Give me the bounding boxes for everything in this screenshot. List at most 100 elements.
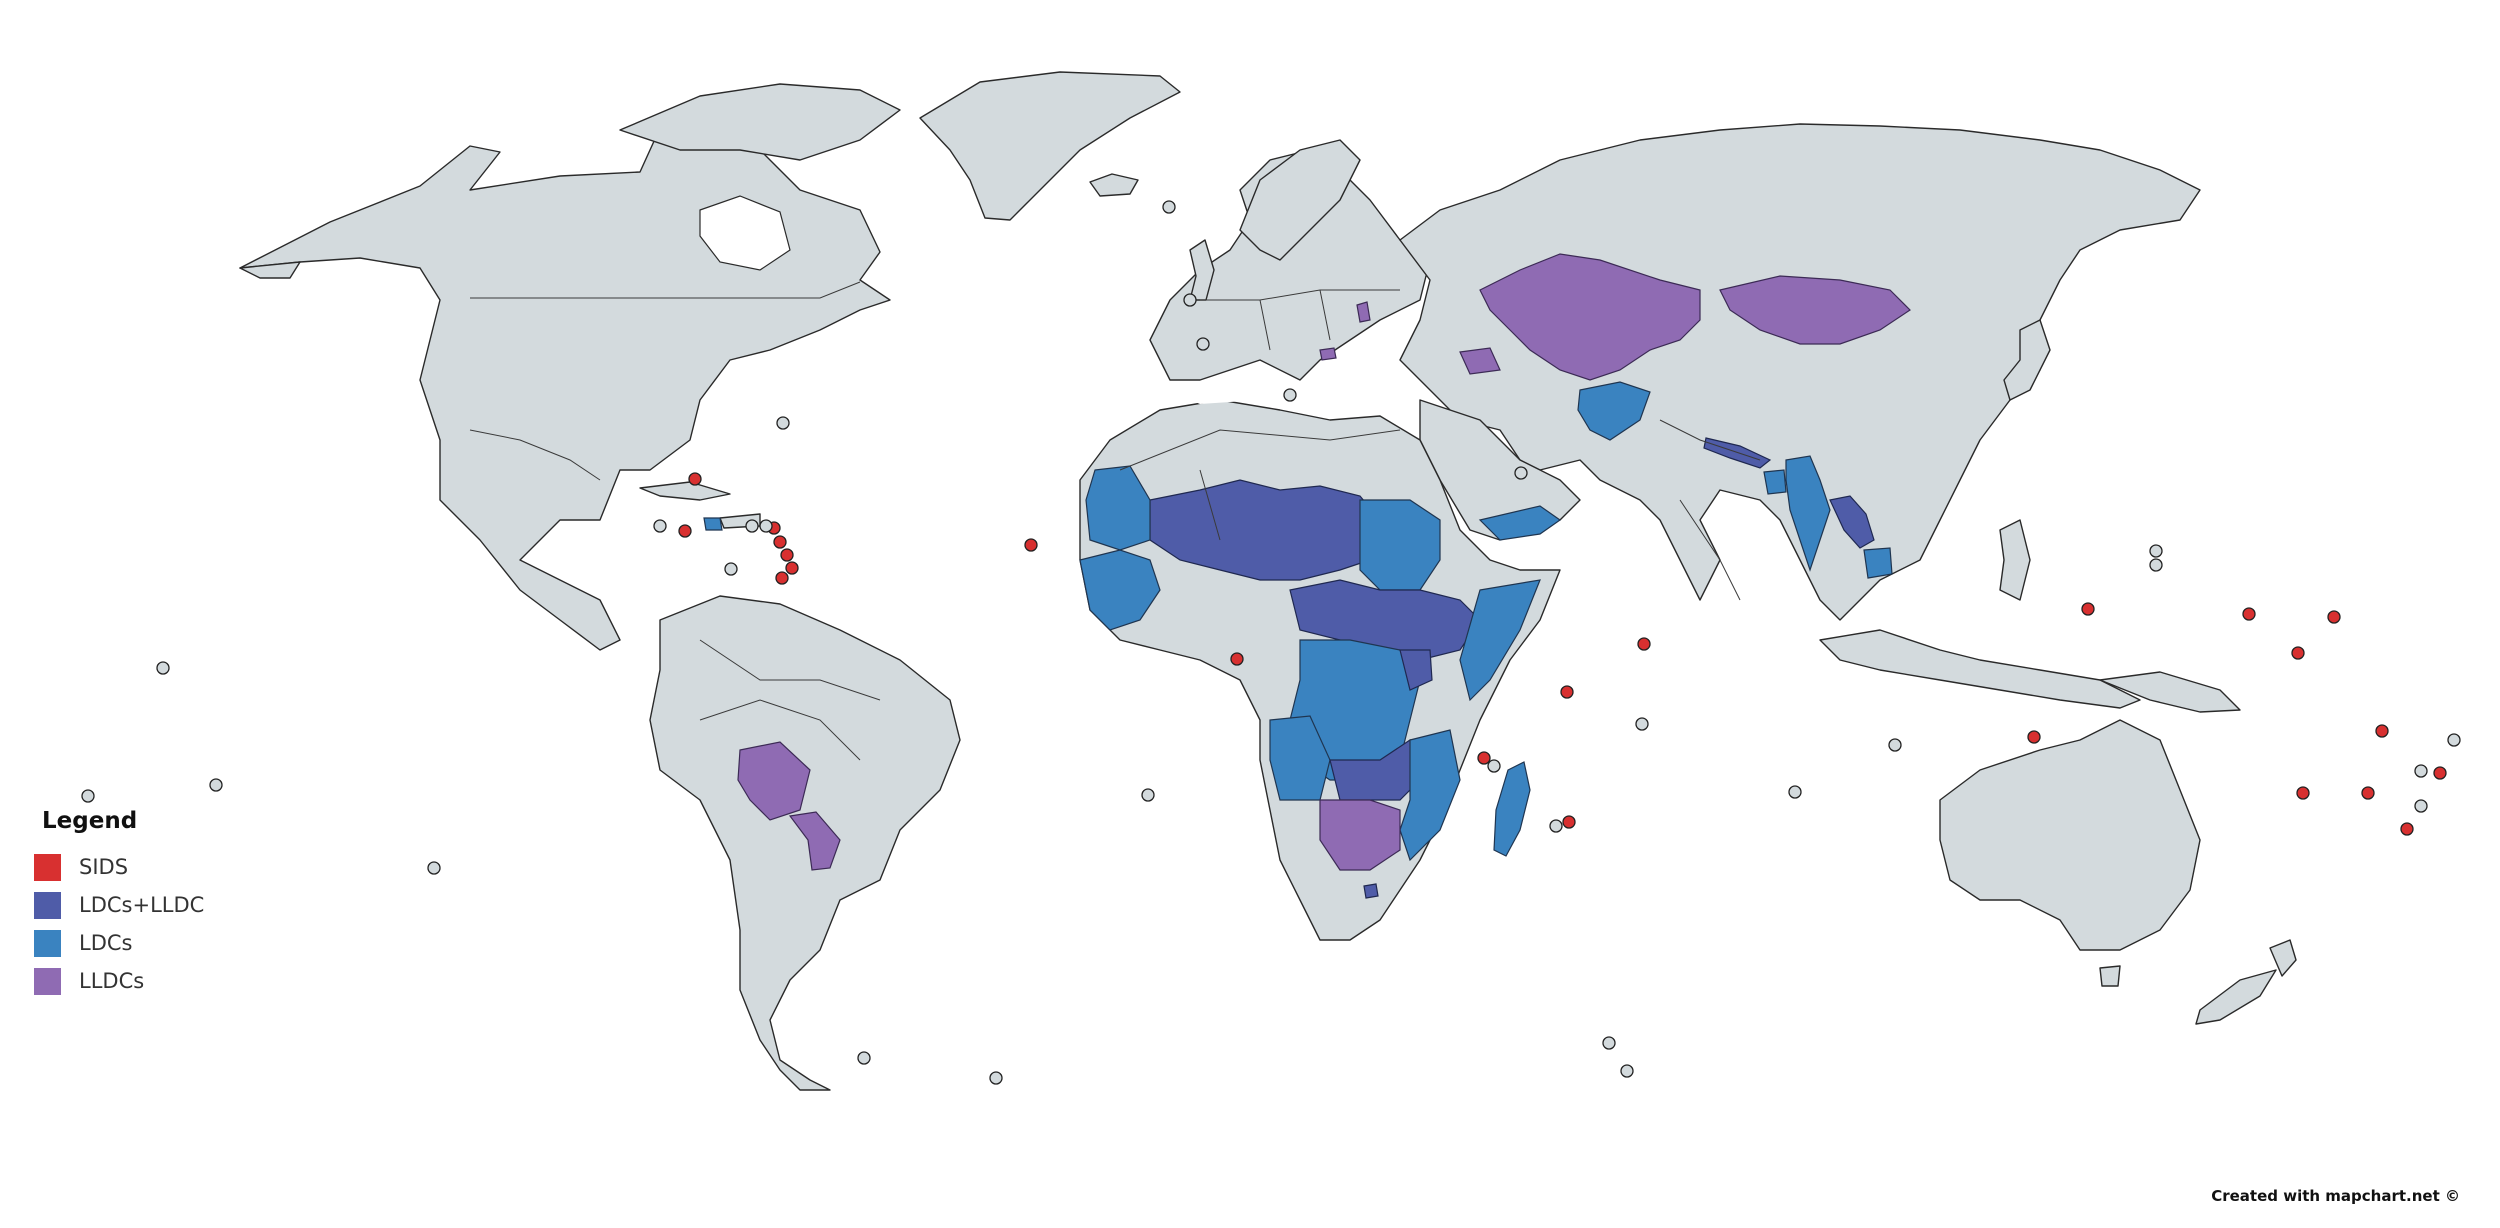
- moldova: [1356, 301, 1371, 323]
- bangladesh: [1763, 469, 1787, 495]
- territory-marker: [1183, 293, 1197, 307]
- west-africa-ldcs: [1079, 549, 1161, 631]
- sids-markers: [678, 472, 2447, 836]
- territory-marker: [2414, 764, 2428, 778]
- territory-marker: [857, 1051, 871, 1065]
- territory-marker: [1549, 819, 1563, 833]
- yemen: [1478, 505, 1562, 541]
- kazakhstan-central-asia: [1479, 253, 1701, 381]
- asia: [1399, 123, 2201, 621]
- indonesia: [1819, 629, 2141, 709]
- legend: Legend SIDS LDCs+LLDC LDCs LLDCs: [34, 808, 204, 1000]
- laos: [1829, 495, 1875, 549]
- papua: [2099, 671, 2241, 713]
- territory-marker: [653, 519, 667, 533]
- territory-marker: [427, 861, 441, 875]
- territory-marker: [1487, 759, 1501, 773]
- territory-markers: [81, 200, 2461, 1085]
- legend-item-ldcs-lldc: LDCs+LLDC: [34, 886, 204, 924]
- territory-marker: [724, 562, 738, 576]
- sids-marker: [1562, 815, 1576, 829]
- territory-marker: [2149, 544, 2163, 558]
- india-border: [1659, 419, 1761, 601]
- territory-marker: [1620, 1064, 1634, 1078]
- sids-marker: [2400, 822, 2414, 836]
- territory-marker: [1888, 738, 1902, 752]
- mongolia: [1719, 275, 1911, 345]
- legend-item-ldcs: LDCs: [34, 924, 204, 962]
- territory-marker: [2447, 733, 2461, 747]
- territory-marker: [1602, 1036, 1616, 1050]
- territory-marker: [759, 519, 773, 533]
- sids-marker: [780, 548, 794, 562]
- sids-marker: [2375, 724, 2389, 738]
- new-zealand-south: [2195, 969, 2277, 1025]
- tasmania: [2099, 965, 2121, 987]
- south-america: [649, 595, 961, 1091]
- europe-border-2: [1259, 289, 1331, 351]
- somalia-horn: [1459, 579, 1541, 702]
- sids-marker: [775, 571, 789, 585]
- sids-marker: [2291, 646, 2305, 660]
- legend-item-lldcs: LLDCs: [34, 962, 204, 1000]
- legend-title: Legend: [42, 808, 138, 834]
- territory-marker: [1283, 388, 1297, 402]
- canada-us-border: [470, 281, 861, 299]
- sids-marker: [773, 535, 787, 549]
- haiti: [703, 517, 723, 531]
- sids-marker: [688, 472, 702, 486]
- canadian-arctic-islands: [619, 83, 901, 161]
- cuba: [639, 481, 731, 501]
- territory-marker: [81, 789, 95, 803]
- territory-marker: [1514, 466, 1528, 480]
- madagascar: [1493, 761, 1531, 857]
- territory-marker: [156, 661, 170, 675]
- north-macedonia: [1319, 347, 1337, 361]
- territory-marker: [745, 519, 759, 533]
- legend-label-ldcs: LDCs: [79, 931, 133, 955]
- sa-border-1: [699, 639, 881, 701]
- sids-marker: [1024, 538, 1038, 552]
- legend-swatch-lldcs: [34, 967, 61, 995]
- sids-marker: [1637, 637, 1651, 651]
- territory-marker: [2414, 799, 2428, 813]
- us-mexico-border: [469, 429, 601, 481]
- philippines: [1999, 519, 2031, 601]
- sids-marker: [785, 561, 799, 575]
- mauritania: [1085, 465, 1151, 551]
- legend-label-lldcs: LLDCs: [79, 969, 145, 993]
- territory-marker: [2149, 558, 2163, 572]
- legend-swatch-ldcs: [34, 929, 61, 957]
- australia: [1939, 719, 2201, 951]
- sids-marker: [2081, 602, 2095, 616]
- legend-swatch-sids: [34, 853, 61, 881]
- sids-marker: [2296, 786, 2310, 800]
- iceland: [1089, 173, 1139, 197]
- botswana-zimbabwe: [1319, 799, 1401, 871]
- greenland: [919, 71, 1181, 221]
- afghanistan: [1577, 381, 1651, 441]
- territory-marker: [989, 1071, 1003, 1085]
- legend-label-sids: SIDS: [79, 855, 129, 879]
- mapchart-credit: Created with mapchart.net ©: [2211, 1187, 2460, 1205]
- territory-marker: [1162, 200, 1176, 214]
- territory-marker: [1635, 717, 1649, 731]
- europe-border-1: [1200, 289, 1400, 301]
- sids-marker: [1560, 685, 1574, 699]
- africa-border-1: [1119, 429, 1401, 541]
- sids-marker: [2027, 730, 2041, 744]
- legend-swatch-ldcs-lldc: [34, 891, 61, 919]
- bolivia: [737, 741, 811, 821]
- sids-marker: [2361, 786, 2375, 800]
- legend-item-sids: SIDS: [34, 848, 204, 886]
- uganda-rwanda-burundi: [1399, 649, 1433, 691]
- sa-border-2: [699, 699, 861, 761]
- sids-marker: [2433, 766, 2447, 780]
- new-zealand-north: [2269, 939, 2297, 977]
- cambodia: [1863, 547, 1893, 579]
- sids-marker: [678, 524, 692, 538]
- sids-marker: [2327, 610, 2341, 624]
- scandinavia: [1239, 139, 1361, 261]
- mozambique: [1399, 729, 1461, 862]
